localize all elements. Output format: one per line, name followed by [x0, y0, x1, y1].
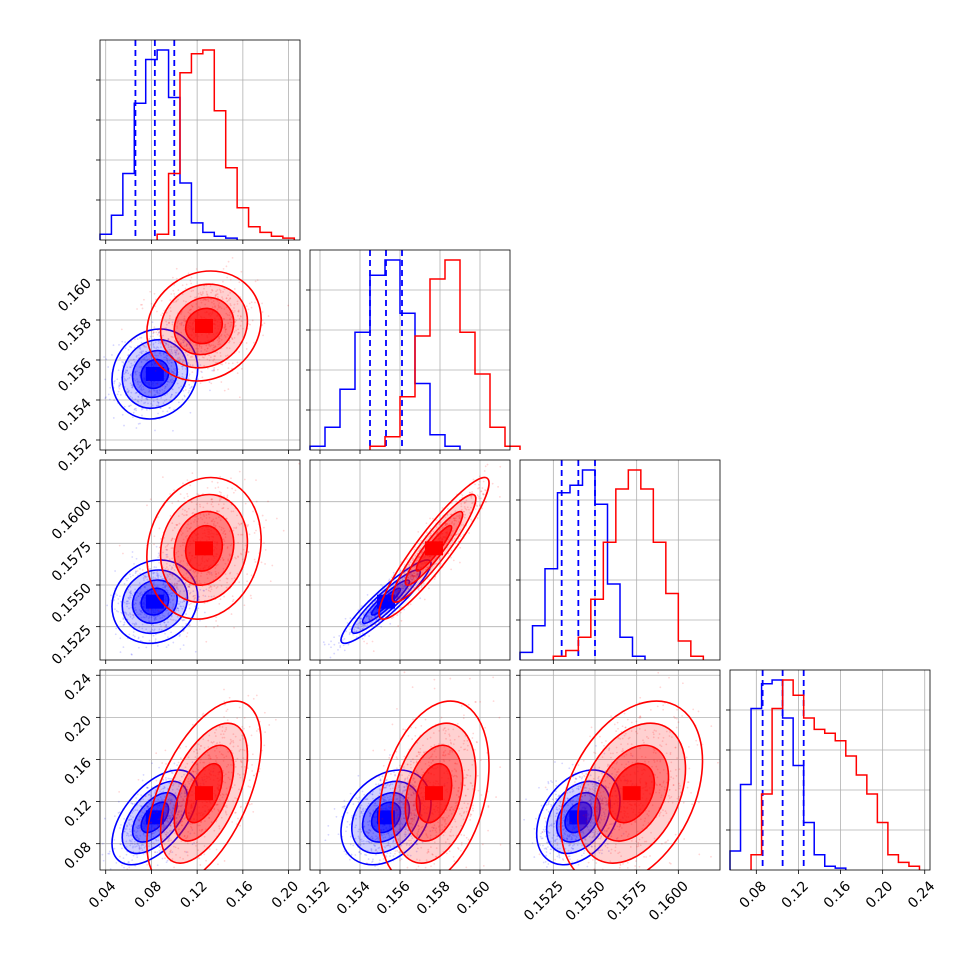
xtick-label-0-3: 0.16 [223, 878, 256, 911]
contour-3-1-1-0 [378, 700, 490, 870]
ytick-label-2-3: 0.1600 [49, 497, 95, 543]
scatter-panel-3-2 [519, 669, 721, 871]
ytick-label-1-0: 0.152 [55, 436, 95, 476]
scatter-panel-1-0 [99, 249, 301, 451]
ytick-label-3-4: 0.24 [61, 671, 94, 704]
xtick-label-2-0: 0.1525 [521, 878, 567, 924]
contour-1-0-0-0 [111, 328, 199, 420]
hist-0-frame [99, 39, 301, 241]
hist-2-series-0 [519, 469, 646, 660]
hist-panel-1 [306, 249, 521, 451]
xtick-label-3-0: 0.08 [737, 878, 770, 911]
xtick-label-1-2: 0.156 [374, 878, 414, 918]
ytick-label-2-2: 0.1575 [49, 539, 95, 585]
xtick-label-2-1: 0.1550 [563, 878, 609, 924]
hist-2-frame [519, 459, 721, 661]
hist-3-frame [729, 669, 931, 871]
contour-3-1-0-0 [340, 769, 432, 866]
xtick-label-2-3: 0.1600 [646, 878, 692, 924]
xtick-label-1-4: 0.160 [454, 878, 494, 918]
density-peak-3-2-1 [622, 786, 641, 801]
xtick-label-2-2: 0.1575 [604, 878, 650, 924]
density-peak-2-1-0 [377, 594, 395, 609]
panel-3-1-frame [309, 669, 511, 871]
ytick-label-3-3: 0.20 [61, 713, 94, 746]
hist-1-series-0 [309, 259, 461, 450]
ytick-label-3-1: 0.12 [61, 797, 94, 830]
density-peak-1-0-0 [145, 367, 164, 381]
contour-3-2-1-0 [560, 700, 704, 870]
contour-1-0-1-0 [146, 270, 262, 382]
ytick-label-3-2: 0.16 [61, 755, 94, 788]
panel-1-0-frame [99, 249, 301, 451]
hist-panel-2 [516, 459, 721, 661]
xtick-label-3-3: 0.20 [863, 878, 896, 911]
xtick-label-1-0: 0.152 [294, 878, 334, 918]
hist-panel-0 [96, 39, 301, 241]
contour-2-1-1-0 [378, 476, 490, 620]
hist-0-series-1 [156, 49, 296, 240]
scatter-panel-3-0 [99, 669, 301, 871]
xtick-label-3-1: 0.12 [779, 878, 812, 911]
panel-2-1-frame [309, 459, 511, 661]
density-peak-1-0-1 [195, 319, 213, 333]
panel-2-0-frame [99, 459, 301, 661]
contour-3-0-1-0 [146, 700, 262, 870]
hist-1-frame [309, 249, 511, 451]
hist-2-series-1 [552, 469, 705, 660]
scatter-panel-2-1 [309, 459, 511, 661]
density-peak-3-0-1 [195, 786, 213, 801]
scatter-panel-3-1 [309, 669, 511, 871]
ytick-label-1-3: 0.158 [55, 316, 95, 356]
hist-0-series-0 [99, 49, 238, 240]
panel-3-0-frame [99, 669, 301, 871]
hist-1-series-1 [369, 259, 521, 450]
hist-3-series-1 [750, 679, 921, 870]
ytick-label-2-0: 0.1525 [49, 622, 95, 668]
density-peak-2-1-1 [425, 541, 443, 556]
scatter-panel-2-0 [99, 459, 301, 661]
ytick-label-1-4: 0.160 [55, 276, 95, 316]
hist-panel-3 [726, 669, 931, 871]
contour-2-0-1-0 [146, 476, 262, 620]
hist-3-series-0 [729, 679, 847, 870]
ytick-label-2-1: 0.1550 [49, 581, 95, 627]
density-peak-3-1-1 [425, 786, 443, 801]
xtick-label-1-1: 0.154 [334, 878, 374, 918]
xtick-label-3-2: 0.16 [821, 878, 854, 911]
ytick-label-1-1: 0.154 [55, 395, 95, 435]
density-peak-3-1-0 [377, 810, 395, 825]
contour-2-0-0-0 [111, 559, 199, 645]
ytick-label-3-0: 0.08 [61, 839, 94, 872]
xtick-label-3-4: 0.24 [905, 878, 938, 911]
xtick-label-0-1: 0.08 [132, 878, 165, 911]
xtick-label-1-3: 0.158 [414, 878, 454, 918]
xtick-label-0-0: 0.04 [86, 878, 119, 911]
xtick-label-0-2: 0.12 [177, 878, 210, 911]
ytick-label-1-2: 0.156 [55, 355, 95, 395]
density-peak-2-0-1 [195, 541, 213, 556]
panel-3-2-frame [519, 669, 721, 871]
